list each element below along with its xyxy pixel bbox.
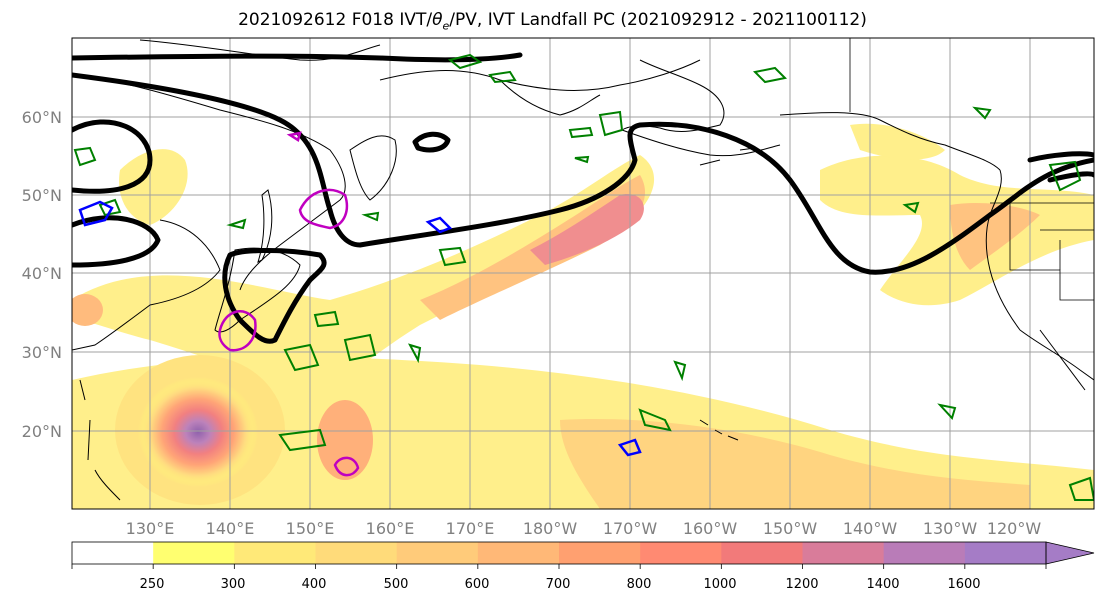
colorbar-segment: [234, 542, 316, 564]
pv-contour-small-loop: [412, 131, 451, 153]
lon-label-160w: 160°W: [683, 519, 738, 538]
pv-contour-north-strip: [72, 52, 523, 63]
cb-label-300: 300: [221, 577, 246, 592]
title-fields-prefix: IVT/: [399, 10, 433, 30]
colorbar-segment: [72, 542, 154, 564]
title-fields-suffix: /PV, IVT Landfall PC (2021092912 - 20211…: [449, 10, 867, 30]
coast-kamchatka: [349, 135, 397, 201]
colorbar-segment: [640, 542, 722, 564]
colorbar-labels: 250 300 400 500 600 700 800 1000 1200 14…: [140, 577, 981, 592]
coast-north-russia: [139, 39, 381, 61]
cb-label-1600: 1600: [947, 577, 980, 592]
theta-e-contours-blue: [78, 200, 642, 457]
hawaii: [699, 419, 739, 441]
coast-north-america-west: [985, 169, 1094, 381]
lon-label-120w: 120°W: [987, 519, 1042, 538]
lat-label-40: 40°N: [22, 264, 62, 283]
colorbar-segment: [153, 542, 235, 564]
cb-label-1200: 1200: [785, 577, 818, 592]
ivt-band-asia-north: [119, 149, 188, 225]
map-panel: [72, 38, 1094, 509]
coast-siberia-east: [379, 59, 701, 91]
cb-label-700: 700: [546, 577, 571, 592]
pv-contours: [72, 52, 1094, 344]
pv-contour-main-west: [72, 72, 1094, 275]
coast-taiwan-philippines: [79, 379, 121, 501]
colorbar-segment: [477, 542, 560, 564]
coast-chukotka: [499, 79, 601, 116]
coast-alaska-south: [779, 112, 1001, 171]
cb-label-400: 400: [302, 577, 327, 592]
map-frame: [71, 37, 1095, 510]
lat-label-60: 60°N: [22, 108, 62, 127]
cb-label-500: 500: [384, 577, 409, 592]
coast-asia-north: [72, 74, 346, 291]
lon-label-160e: 160°E: [366, 519, 415, 538]
cb-label-1000: 1000: [703, 577, 736, 592]
pv-contour-asia-loop-2: [72, 215, 161, 268]
lon-label-180w: 180°W: [523, 519, 578, 538]
cb-label-800: 800: [627, 577, 652, 592]
ivt-core-ar-inner: [530, 194, 644, 265]
colorbar-segment: [802, 542, 885, 564]
ivt-west-blob: [72, 294, 103, 326]
longitude-labels: 130°E 140°E 150°E 160°E 170°E 180°W 170°…: [126, 519, 1042, 538]
title-theta: θ: [432, 10, 443, 30]
cb-label-600: 600: [465, 577, 490, 592]
colorbar: 250 300 400 500 600 700 800 1000 1200 14…: [71, 541, 1095, 592]
coast-baja: [1039, 329, 1086, 391]
title-forecast: F018: [351, 10, 394, 30]
lon-label-150w: 150°W: [763, 519, 818, 538]
lon-label-170e: 170°E: [446, 519, 495, 538]
cb-label-250: 250: [140, 577, 165, 592]
lon-label-170w: 170°W: [603, 519, 658, 538]
ivt-typhoon-core: [138, 377, 258, 487]
coast-sakhalin: [257, 189, 273, 263]
figure-title: 2021092612 F018 IVT/θe/PV, IVT Landfall …: [0, 10, 1105, 32]
lon-label-140w: 140°W: [843, 519, 898, 538]
title-date: 2021092612: [238, 10, 347, 30]
ivt-core-subtropical: [560, 419, 1030, 509]
colorbar-segment: [721, 542, 803, 564]
colorbar-extend-arrow: [1045, 541, 1095, 565]
lat-label-50: 50°N: [22, 186, 62, 205]
ivt-core-ne: [950, 203, 1040, 270]
lat-label-30: 30°N: [22, 343, 62, 362]
coast-korea-china: [72, 219, 221, 351]
lon-label-150e: 150°E: [286, 519, 335, 538]
ivt-shading: [72, 123, 1094, 509]
lon-label-130w: 130°W: [923, 519, 978, 538]
ivt-small-cyclone: [317, 400, 373, 480]
colorbar-segments: [72, 542, 1047, 564]
cb-label-1400: 1400: [866, 577, 899, 592]
colorbar-ticks: [71, 564, 1047, 569]
ivt-core-ar: [420, 175, 646, 320]
ivt-band-main: [72, 155, 655, 395]
ivt-anomaly-contours: [218, 131, 360, 477]
theta-e-contours-green: [73, 53, 1094, 501]
colorbar-segment: [559, 542, 641, 564]
latitude-labels: 60°N 50°N 40°N 30°N 20°N: [22, 108, 62, 441]
colorbar-segment: [315, 542, 398, 564]
pv-contour-asia-loop: [72, 119, 153, 194]
lon-label-140e: 140°E: [206, 519, 255, 538]
colorbar-segment: [396, 542, 479, 564]
graticule: [72, 38, 1094, 509]
ivt-band-alaska: [850, 123, 945, 160]
colorbar-segment: [883, 542, 966, 564]
lat-label-20: 20°N: [22, 422, 62, 441]
title-theta-sub: e: [442, 19, 450, 33]
lon-label-130e: 130°E: [126, 519, 175, 538]
colorbar-segment: [964, 542, 1047, 564]
coastlines: [72, 39, 1094, 501]
